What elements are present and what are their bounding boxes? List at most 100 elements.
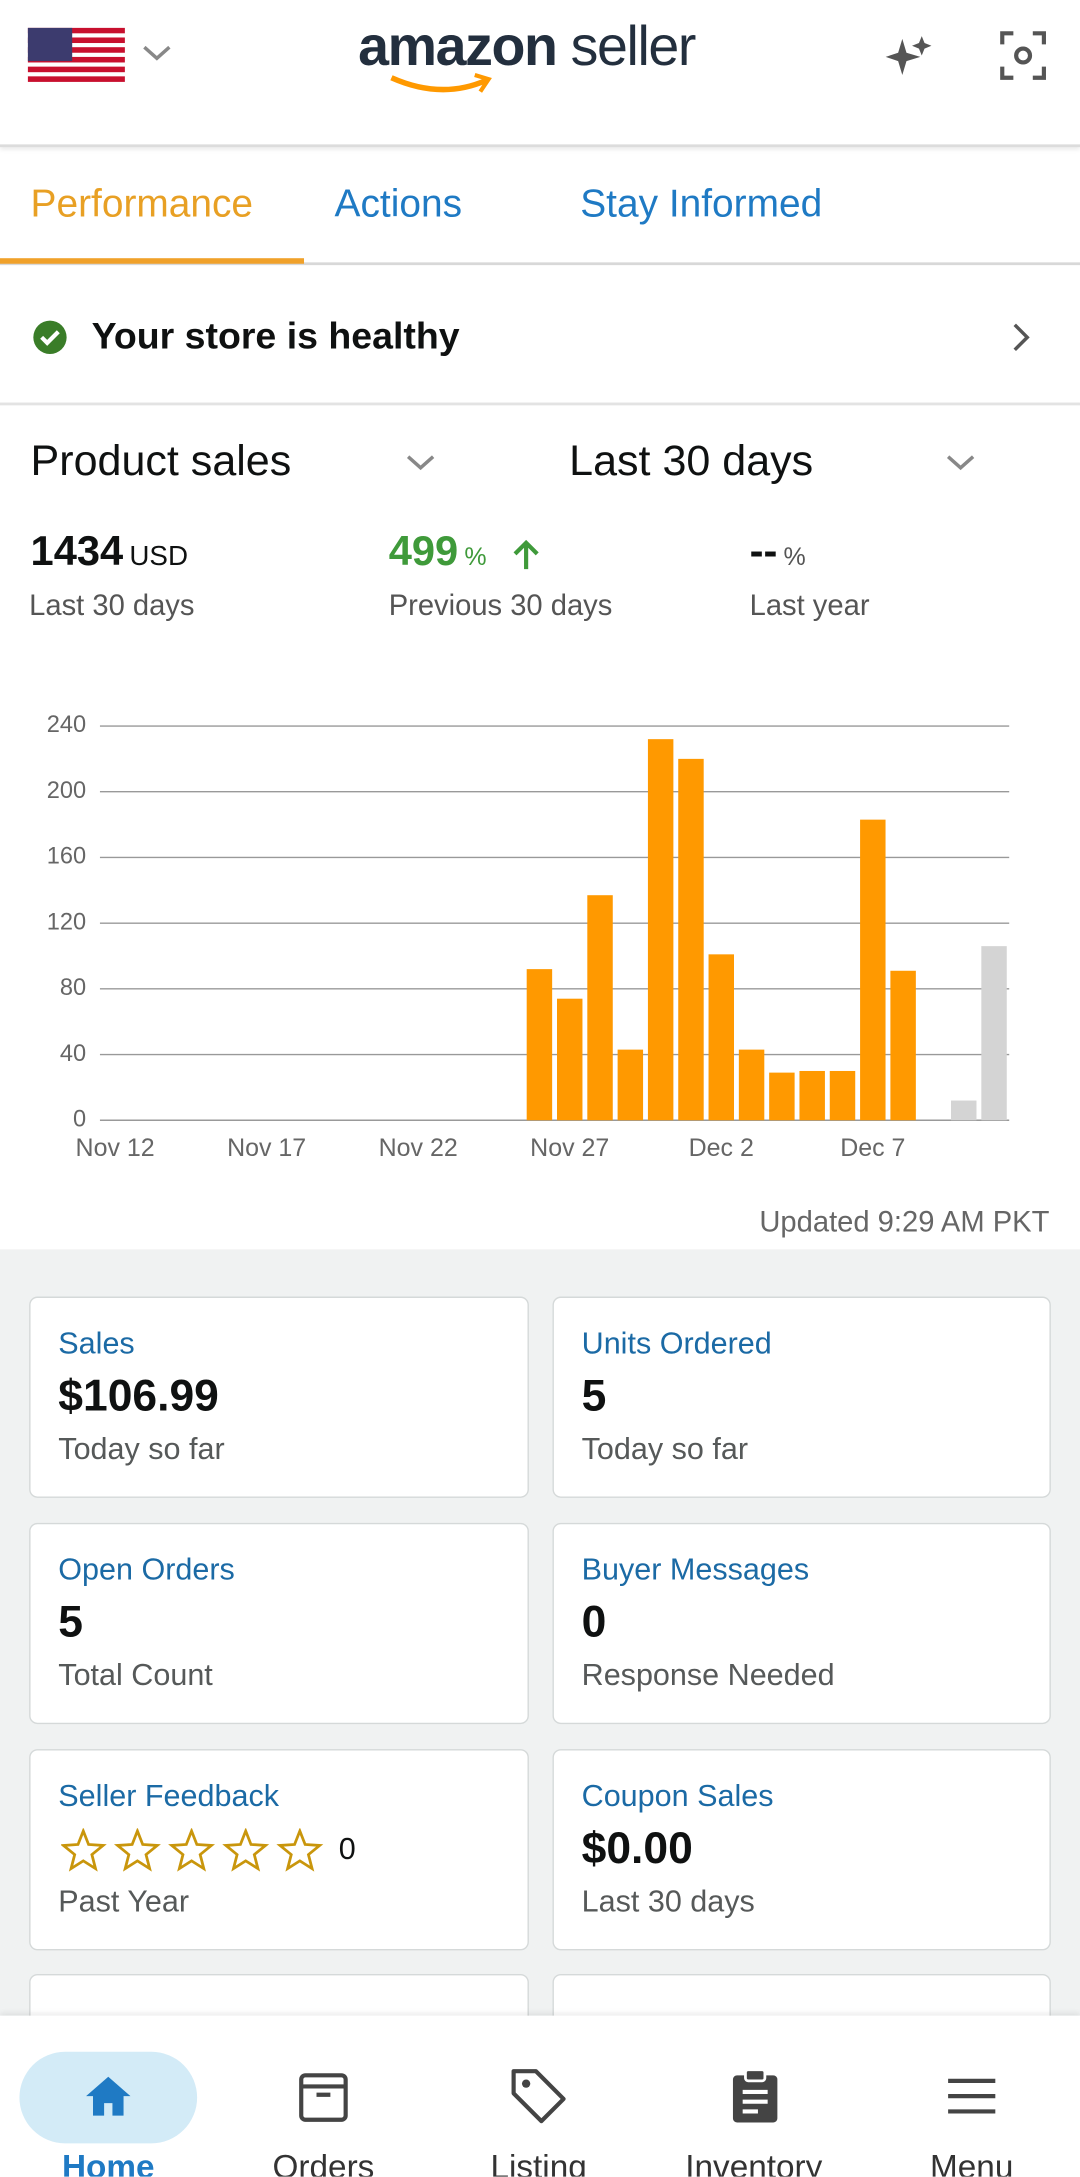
y-tick-label: 240 <box>47 711 86 737</box>
card-value: 0 <box>581 1596 607 1647</box>
bar <box>829 1070 856 1121</box>
card-title: Seller Feedback <box>58 1778 280 1813</box>
bar <box>860 819 886 1121</box>
card-subtitle: Response Needed <box>581 1657 835 1693</box>
orders-icon[interactable] <box>297 2071 350 2124</box>
chevron[interactable] <box>1011 321 1033 354</box>
card-subtitle: Today so far <box>58 1431 225 1466</box>
rating-stars <box>61 1828 324 1872</box>
card-title: Open Orders <box>58 1551 235 1587</box>
y-tick-label: 160 <box>47 843 86 869</box>
bar <box>647 739 674 1121</box>
menu-icon[interactable] <box>947 2077 997 2116</box>
sales-chart: 0 40 80 120 160 200 240 Nov 12 Nov 17 Nov 22 Nov 2… <box>47 711 1010 1162</box>
x-tick-label: Dec 7 <box>840 1134 905 1162</box>
stat-label: Last year <box>749 589 870 622</box>
x-tick-label: Nov 27 <box>530 1134 609 1162</box>
nav-label[interactable]: Home <box>61 2148 155 2177</box>
card-subtitle: Last 30 days <box>581 1883 755 1919</box>
x-tick-label: Nov 22 <box>379 1134 458 1162</box>
bar <box>708 954 734 1121</box>
card[interactable]: Seller Feedback Past Year 0 <box>29 1749 529 1951</box>
star <box>113 1828 161 1872</box>
stat-label: Last 30 days <box>29 589 195 622</box>
card-subtitle: Total Count <box>58 1657 213 1693</box>
bar <box>587 895 613 1121</box>
inventory-icon[interactable] <box>730 2068 780 2124</box>
bar <box>526 969 553 1121</box>
card[interactable]: Buyer Messages Response Needed 0 <box>552 1522 1051 1725</box>
y-tick-label: 40 <box>60 1040 86 1066</box>
star <box>276 1828 324 1872</box>
card-value: $0.00 <box>581 1822 693 1873</box>
status-text[interactable]: Your store is healthy <box>91 315 460 357</box>
metric-selector[interactable]: Product sales <box>30 435 292 485</box>
tab-indicator <box>0 258 305 264</box>
x-tick-label: Nov 12 <box>76 1134 155 1162</box>
card[interactable]: Coupon Sales Last 30 days $0.00 <box>552 1749 1051 1951</box>
tab-divider <box>0 262 1080 266</box>
dropdown-chevron[interactable] <box>945 451 976 473</box>
bar <box>890 970 916 1121</box>
scan-icon[interactable] <box>999 31 1046 81</box>
card-value: $106.99 <box>58 1370 219 1421</box>
home-icon[interactable] <box>83 2074 133 2118</box>
bar <box>738 1049 765 1121</box>
card-value: 0 <box>338 1830 356 1866</box>
stat: -- % <box>750 529 806 576</box>
card-title: Units Ordered <box>581 1325 772 1361</box>
card-title: Sales <box>58 1325 135 1361</box>
stat-unit: % <box>464 542 487 571</box>
check-icon <box>33 320 67 354</box>
logo: amazon seller <box>358 16 697 79</box>
card-title: Buyer Messages <box>581 1551 810 1587</box>
logo-text: amazon <box>358 16 558 78</box>
x-tick-label: Dec 2 <box>689 1134 754 1162</box>
dropdown-chevron[interactable] <box>405 451 436 473</box>
stat-value: 1434 <box>30 528 124 575</box>
nav-label[interactable]: Orders <box>272 2148 375 2177</box>
stat-unit: USD <box>129 541 189 572</box>
card-subtitle: Past Year <box>58 1883 190 1919</box>
y-tick-label: 0 <box>73 1105 86 1131</box>
logo-suffix: seller <box>570 16 697 78</box>
stat-value: -- <box>749 528 778 575</box>
card-value: 5 <box>58 1596 84 1647</box>
header <box>0 0 1080 148</box>
nav-label[interactable]: Inventory <box>685 2148 823 2177</box>
ai-icon[interactable] <box>885 33 933 80</box>
country-dropdown[interactable] <box>142 42 173 64</box>
flag-icon[interactable] <box>27 27 125 87</box>
card[interactable]: Open Orders Total Count 5 <box>29 1522 529 1725</box>
bar <box>769 1072 795 1121</box>
nav-label[interactable]: Menu <box>930 2148 1014 2177</box>
stat: 499 % <box>389 529 487 576</box>
y-tick-label: 120 <box>47 908 86 934</box>
x-tick-label: Nov 17 <box>227 1134 306 1162</box>
listing-icon[interactable] <box>508 2066 569 2127</box>
star <box>168 1828 216 1872</box>
bar <box>678 758 704 1121</box>
stat: 1434 USD <box>31 529 188 576</box>
tab[interactable]: Actions <box>334 181 463 225</box>
card[interactable]: Sales Today so far $106.99 <box>29 1296 529 1498</box>
up-arrow <box>513 539 539 570</box>
nav-label[interactable]: Listing <box>490 2148 587 2177</box>
tab[interactable]: Stay Informed <box>580 181 823 225</box>
logo-smile <box>390 72 492 93</box>
y-tick-label: 200 <box>47 777 86 803</box>
card[interactable]: Units Ordered Today so far 5 <box>552 1296 1051 1498</box>
bar <box>556 998 583 1121</box>
period-selector[interactable]: Last 30 days <box>569 435 814 485</box>
star <box>222 1828 270 1872</box>
bar <box>951 1100 977 1121</box>
divider <box>0 402 1080 406</box>
tab[interactable]: Performance <box>30 181 254 225</box>
bar <box>799 1070 825 1121</box>
stat-unit: % <box>783 542 806 571</box>
bar <box>617 1049 644 1121</box>
updated-text: Updated 9:29 AM PKT <box>759 1206 1050 1239</box>
stat-value: 499 <box>388 528 459 575</box>
